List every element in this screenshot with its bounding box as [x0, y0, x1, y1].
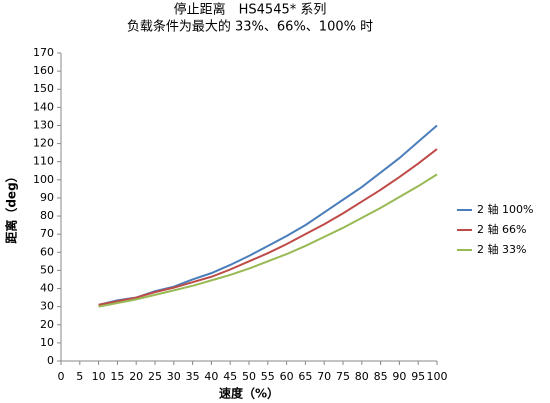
x-tick-label: 75	[336, 370, 350, 383]
x-tick-label: 20	[129, 370, 143, 383]
x-tick-label: 15	[110, 370, 124, 383]
y-tick-label: 40	[40, 282, 54, 295]
y-tick-label: 140	[33, 100, 54, 113]
x-tick-label: 90	[392, 370, 406, 383]
x-tick-label: 95	[411, 370, 425, 383]
y-tick-label: 30	[40, 300, 54, 313]
chart-subtitle: 负载条件为最大的 33%、66%、100% 时	[127, 19, 373, 35]
y-tick-label: 120	[33, 137, 54, 150]
x-tick-label: 10	[92, 370, 106, 383]
y-tick-label: 90	[40, 191, 54, 204]
x-tick-label: 40	[204, 370, 218, 383]
y-tick-label: 100	[33, 173, 54, 186]
y-tick-label: 160	[33, 64, 54, 77]
y-tick-label: 80	[40, 209, 54, 222]
legend-label: 2 轴 33%	[477, 242, 526, 256]
x-tick-label: 55	[261, 370, 275, 383]
y-tick-label: 20	[40, 318, 54, 331]
x-tick-label: 45	[223, 370, 237, 383]
legend-label: 2 轴 66%	[477, 222, 526, 236]
y-tick-label: 130	[33, 118, 54, 131]
x-tick-label: 70	[317, 370, 331, 383]
x-tick-label: 60	[280, 370, 294, 383]
x-tick-label: 35	[186, 370, 200, 383]
y-axis-title: 距离（deg）	[4, 170, 19, 243]
x-tick-label: 65	[298, 370, 312, 383]
x-tick-label: 30	[167, 370, 181, 383]
x-tick-label: 100	[427, 370, 448, 383]
x-tick-label: 50	[242, 370, 256, 383]
series-line	[98, 173, 438, 308]
y-tick-label: 60	[40, 245, 54, 258]
series-line	[98, 148, 438, 306]
x-axis-title: 速度（%）	[219, 386, 279, 401]
y-tick-label: 170	[33, 46, 54, 59]
y-tick-label: 110	[33, 155, 54, 168]
y-tick-label: 10	[40, 336, 54, 349]
x-tick-label: 5	[76, 370, 83, 383]
y-tick-label: 150	[33, 82, 54, 95]
y-tick-label: 70	[40, 227, 54, 240]
y-tick-label: 0	[47, 354, 54, 367]
x-tick-label: 80	[355, 370, 369, 383]
series-line	[98, 124, 438, 306]
y-tick-label: 50	[40, 263, 54, 276]
chart-title: 停止距离 HS4545* 系列	[174, 2, 327, 18]
legend-label: 2 轴 100%	[477, 202, 533, 216]
x-tick-label: 0	[58, 370, 65, 383]
x-tick-label: 85	[374, 370, 388, 383]
x-tick-label: 25	[148, 370, 162, 383]
